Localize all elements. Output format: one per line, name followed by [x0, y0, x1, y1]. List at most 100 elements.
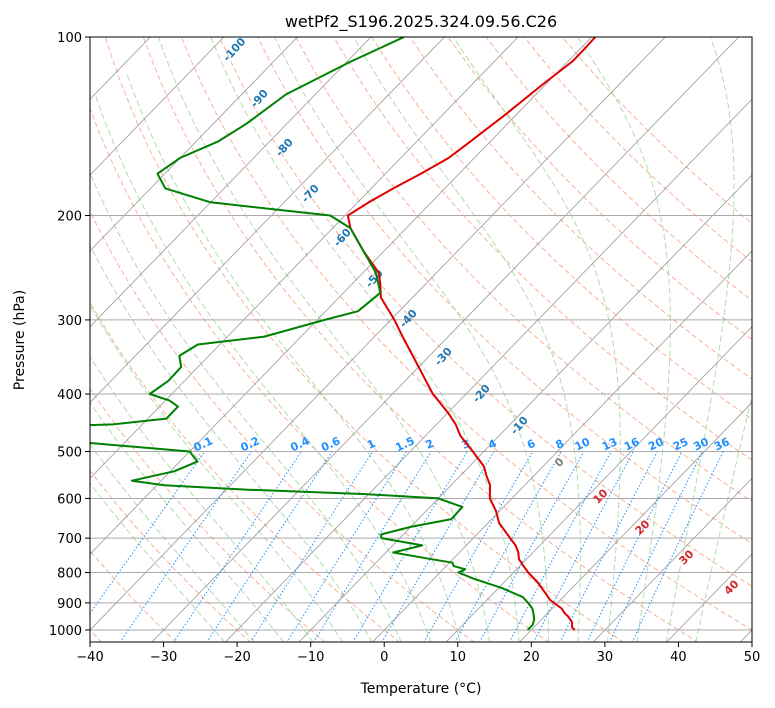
isotherm-line [0, 37, 3, 643]
isobars [90, 37, 752, 631]
moist-adiabat-label: 10 [591, 486, 611, 506]
chart-title: wetPf2_S196.2025.324.09.56.C26 [285, 12, 557, 32]
y-tick-label: 500 [57, 445, 82, 460]
dry-adiabat-line [90, 301, 401, 642]
moist-adiabat-line [576, 37, 671, 642]
mixing-ratio-label: 13 [600, 435, 619, 453]
dry-adiabat-label: -100 [220, 35, 248, 64]
moist-adiabat-line [90, 482, 226, 642]
dewpoint-profile-line [90, 37, 536, 631]
isotherm-line [592, 477, 752, 642]
y-tick-label: 300 [57, 314, 82, 329]
y-axis: 100 200 300 400 500 600 700 800 900 1000 [49, 31, 90, 639]
y-tick-label: 1000 [49, 624, 82, 639]
mixing-ratio-line [173, 451, 302, 642]
mixing-ratio-line [90, 451, 206, 615]
isotherm-line [151, 37, 740, 642]
y-tick-label: 900 [57, 597, 82, 612]
moist-adiabat-line [90, 171, 402, 642]
mixing-ratio-label: 2 [424, 437, 436, 452]
dry-adiabat-label: -20 [470, 382, 493, 406]
x-tick-label: 10 [450, 650, 467, 665]
isotherm-line [90, 37, 445, 404]
y-tick-label: 700 [57, 532, 82, 547]
moist-adiabat-line [90, 304, 343, 642]
mixing-ratio-labels: 0.1 0.2 0.4 0.6 1 1.5 2 3 4 6 8 10 13 16 20 25 30 36 [192, 434, 732, 454]
dry-adiabat-line [90, 387, 326, 642]
y-tick-label: 400 [57, 388, 82, 403]
moist-adiabat-line [158, 37, 491, 642]
moist-adiabats [90, 37, 752, 642]
moist-adiabat-line [695, 393, 752, 642]
isotherm-line [90, 37, 592, 555]
isotherm-line [445, 326, 752, 642]
dry-adiabat-label: -80 [273, 136, 296, 160]
mixing-ratio-line [313, 451, 432, 642]
moist-adiabat-line [90, 443, 255, 642]
dry-adiabat-line [485, 37, 752, 302]
dry-adiabat-line [90, 550, 177, 642]
moist-adiabat-line [90, 355, 314, 642]
isotherm-line [90, 37, 519, 479]
isotherm-line [90, 37, 225, 176]
mixing-ratio-lines [90, 451, 724, 642]
dry-adiabats [90, 37, 752, 642]
moist-adiabat-line [665, 37, 735, 642]
moist-adiabat-line [210, 37, 520, 642]
dry-adiabat-line [90, 209, 475, 642]
mixing-ratio-line [454, 451, 562, 642]
moist-adiabat-line [90, 401, 284, 642]
mixing-ratio-label: 6 [525, 437, 538, 452]
moist-adiabat-line [452, 37, 621, 642]
plot-frame [89, 36, 753, 643]
y-tick-label: 600 [57, 492, 82, 507]
isotherm-line [90, 37, 666, 631]
x-axis-label: Temperature (°C) [360, 681, 482, 697]
mixing-ratio-label: 16 [622, 435, 642, 453]
x-tick-label: 40 [670, 650, 687, 665]
dry-adiabat-line [90, 469, 252, 642]
dry-adiabat-line [219, 37, 752, 587]
dry-adiabat-line [104, 37, 624, 642]
isotherm-line [519, 401, 752, 642]
dry-adiabat-line [142, 37, 699, 642]
mixing-ratio-line [631, 451, 724, 642]
isotherm-line [90, 37, 372, 328]
mixing-ratio-line [609, 451, 704, 642]
dry-adiabat-line [371, 37, 752, 420]
mixing-ratio-line [119, 451, 253, 642]
mixing-ratio-label: 20 [646, 435, 666, 453]
moist-adiabat-label: 30 [677, 547, 697, 567]
x-tick-label: −40 [76, 650, 103, 665]
temperature-profile-line [346, 37, 597, 631]
isotherms [0, 37, 752, 643]
y-axis-label: Pressure (hPa) [12, 290, 28, 390]
mixing-ratio-line [352, 451, 468, 642]
moist-adiabat-line [94, 94, 432, 642]
moist-adiabat-label: 20 [633, 517, 653, 537]
mixing-ratio-line [586, 451, 683, 642]
x-tick-label: −10 [297, 650, 324, 665]
dry-adiabat-line [562, 37, 752, 225]
mixing-ratio-line [509, 451, 612, 642]
mixing-ratio-line [559, 451, 658, 642]
moist-adiabat-label: 0 [552, 455, 567, 470]
dry-adiabat-line [257, 37, 752, 545]
x-tick-label: 30 [597, 650, 614, 665]
mixing-ratio-label: 10 [573, 435, 593, 453]
x-tick-label: −30 [150, 650, 177, 665]
dry-adiabat-label: -10 [508, 414, 531, 438]
mixing-ratio-label: 25 [671, 435, 690, 453]
moist-adiabat-line [353, 37, 581, 642]
plot-area: -100-90-80-70-60-50-40-30-20-10 01020304… [0, 35, 752, 643]
profile-series [90, 37, 597, 631]
dry-adiabat-line [447, 37, 752, 341]
mixing-ratio-line [286, 451, 407, 642]
isotherm-line [90, 37, 298, 252]
y-tick-label: 800 [57, 567, 82, 582]
moist-adiabat-line [126, 72, 461, 642]
x-axis: −40 −30 −20 −10 0 10 20 30 40 50 [76, 642, 760, 665]
isotherm-line [224, 98, 752, 642]
isotherm-line [372, 250, 752, 642]
